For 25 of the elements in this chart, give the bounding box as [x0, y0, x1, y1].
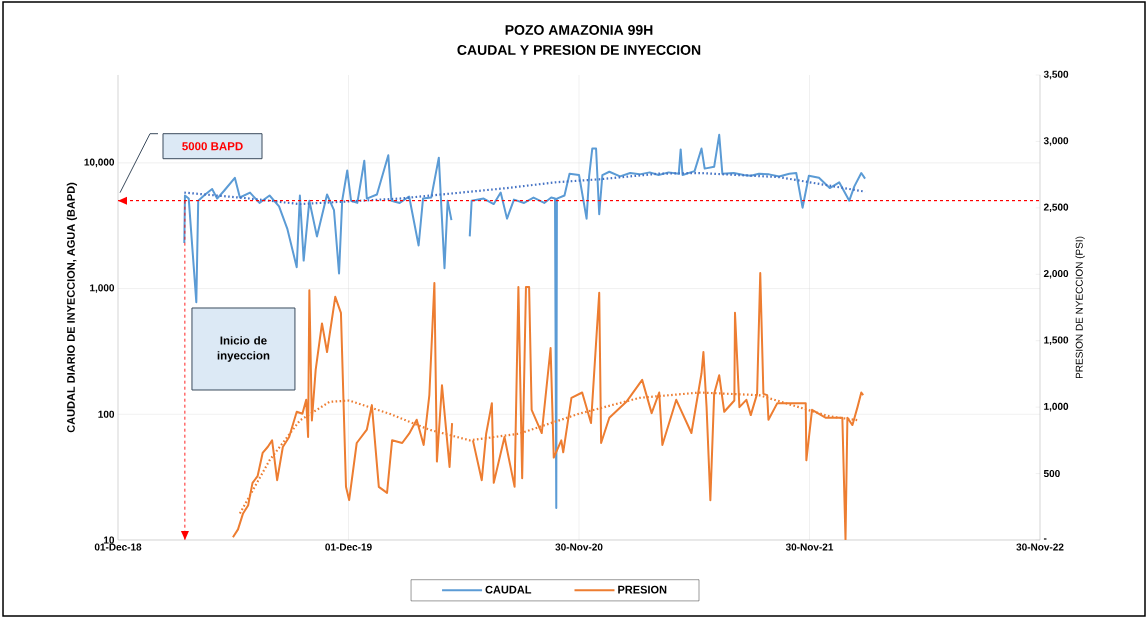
x-tick-label: 30-Nov-22: [1016, 543, 1064, 551]
chart-title: POZO AMAZONIA 99H: [505, 25, 653, 35]
y2-tick-label: 1,000: [1044, 402, 1069, 412]
y-tick-label: 10,000: [84, 158, 115, 168]
ref-line-label: Inicio de inyeccion: [217, 336, 270, 362]
ref-line-label: 5000 BAPD: [182, 142, 243, 151]
y2-tick-label: 2,000: [1043, 270, 1069, 279]
y-tick-label: 1,000: [90, 284, 115, 293]
y2-tick-label: 500: [1043, 470, 1060, 478]
y2-tick-label: 3,500: [1043, 70, 1069, 80]
x-tick-label: 30-Nov-20: [555, 543, 603, 551]
y2-tick-label: -: [1043, 538, 1047, 540]
y2-axis-title: PRESION DE NYECCION (PSI): [1075, 236, 1085, 379]
x-tick-label: 01-Dec-18: [94, 543, 142, 551]
legend-label: CAUDAL: [485, 585, 532, 594]
x-tick-label: 01-Dec-19: [325, 543, 372, 551]
y-tick-label: 100: [98, 410, 115, 418]
x-tick-label: 30-Nov-21: [785, 543, 834, 551]
y-tick-label: 10: [103, 536, 115, 544]
y2-tick-label: 3,000: [1043, 137, 1069, 146]
y-axis-title: CAUDAL DIARIO DE INYECCION, AGUA (BAPD): [66, 182, 78, 433]
chart-subtitle: CAUDAL Y PRESION DE INYECCION: [457, 45, 701, 55]
y2-tick-label: 2,500: [1043, 203, 1069, 213]
y2-tick-label: 1,500: [1044, 336, 1069, 345]
legend-label: PRESION: [618, 585, 667, 594]
